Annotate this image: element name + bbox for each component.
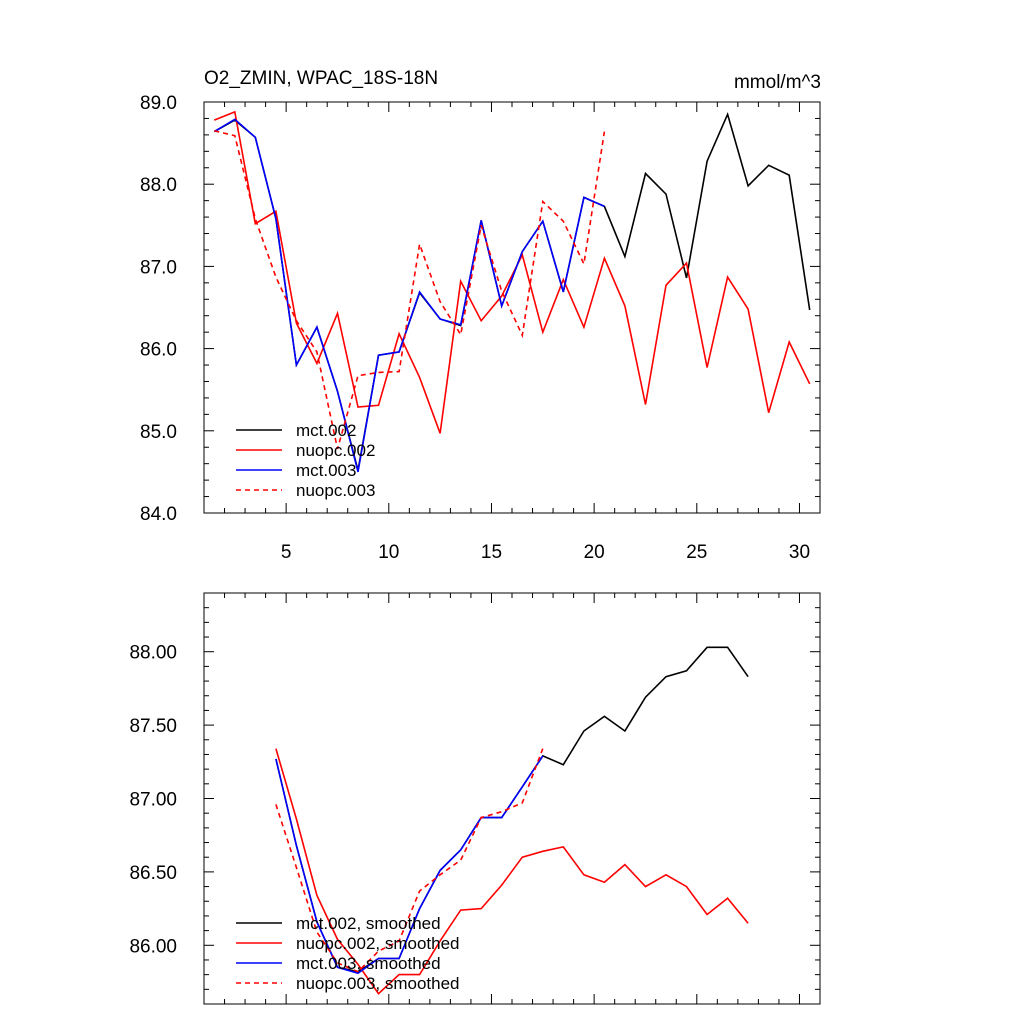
y-tick-label: 84.0 (140, 504, 177, 525)
y-tick-label: 88.00 (129, 643, 177, 664)
legend-label: mct.002, smoothed (296, 914, 441, 933)
x-tick-label: 15 (481, 542, 502, 563)
legend-label: mct.003 (296, 461, 356, 480)
series-line-nuopc-003-smoothed (275, 748, 544, 973)
y-tick-label: 87.50 (129, 716, 177, 737)
legend-label: nuopc.003, smoothed (296, 974, 460, 993)
x-tick-label: 30 (789, 542, 810, 563)
series-line-mct-003-smoothed (275, 755, 544, 975)
units-label: mmol/m^3 (734, 72, 821, 93)
series-line-mct-002 (213, 111, 811, 471)
series-line-mct-003 (213, 118, 605, 473)
top-panel: O2_ZMIN, WPAC_18S-18N mmol/m^3 5 10 15 20 25… (140, 68, 821, 563)
series-line-nuopc-002 (214, 110, 811, 434)
bottom-panel: 86.00 86.50 87.00 87.50 88.00 mct.002, smooth… (129, 592, 821, 1005)
legend-label: nuopc.003 (296, 481, 375, 500)
chart-title: O2_ZMIN, WPAC_18S-18N (204, 68, 438, 89)
series-line-nuopc-002-smoothed (275, 748, 749, 995)
y-tick-label: 86.0 (140, 340, 177, 361)
legend-label: nuopc.002 (296, 441, 375, 460)
x-tick-label: 10 (378, 542, 399, 563)
x-tick-label: 20 (584, 542, 605, 563)
x-tick-label: 5 (281, 542, 292, 563)
y-tick-label: 85.0 (140, 422, 177, 443)
y-tick-label: 86.00 (129, 936, 177, 957)
y-tick-label: 87.0 (140, 257, 177, 278)
legend-label: mct.002 (296, 421, 356, 440)
legend-label: mct.003, smoothed (296, 954, 441, 973)
legend-label: nuopc.002, smoothed (296, 934, 460, 953)
y-tick-label: 89.0 (140, 93, 177, 114)
y-tick-label: 88.0 (140, 175, 177, 196)
y-tick-label: 87.00 (129, 790, 177, 811)
x-tick-label: 25 (686, 542, 707, 563)
y-tick-label: 86.50 (129, 863, 177, 884)
series-line-nuopc-003 (214, 130, 606, 450)
